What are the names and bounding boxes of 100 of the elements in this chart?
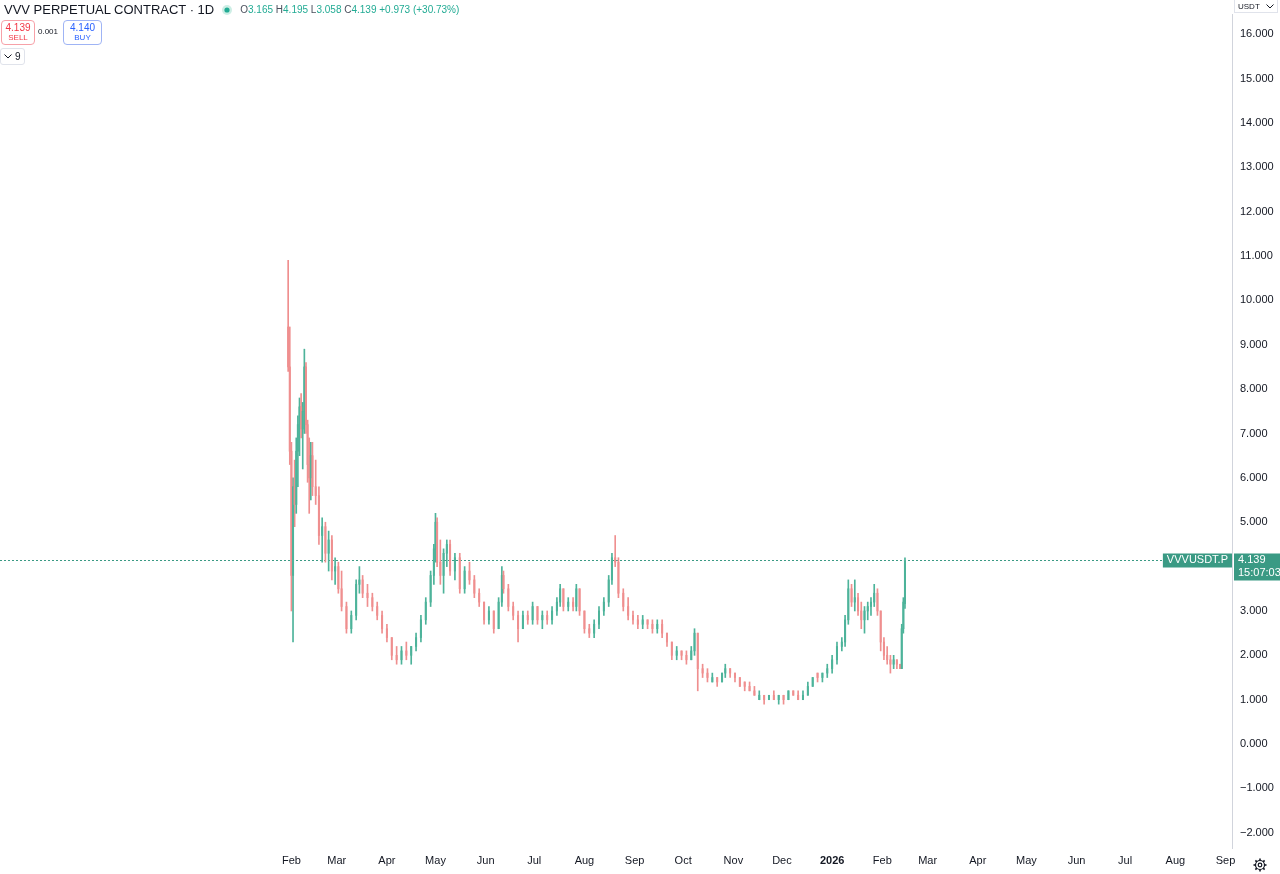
ref-line-label: VVVUSDT.P [1166, 553, 1229, 566]
buy-button: 4.140 BUY [63, 20, 102, 45]
candlestick [853, 579, 856, 612]
x-tick-label: May [1016, 854, 1038, 867]
candlestick [863, 606, 866, 634]
annotation: 4.140 [69, 21, 96, 33]
y-tick-label: 15.000 [1240, 71, 1274, 84]
candlestick [400, 646, 403, 665]
x-tick-label: Mar [327, 854, 347, 867]
y-tick-label: 0.000 [1240, 737, 1268, 750]
candlestick [850, 584, 853, 607]
x-tick-label: Jul [527, 854, 542, 867]
candlestick [753, 686, 756, 696]
x-tick-label: Sep [1215, 854, 1236, 867]
candlestick [424, 597, 427, 625]
x-tick-label: Aug [574, 854, 595, 867]
candlestick [816, 672, 819, 683]
candlestick [546, 610, 549, 625]
candlestick [361, 575, 364, 598]
candlestick [811, 677, 814, 687]
annotation: 4.139 [4, 21, 32, 33]
candlestick [675, 646, 678, 661]
candlestick [376, 601, 379, 621]
sell-button: 4.139 SELL [1, 20, 35, 45]
candlestick [507, 584, 510, 612]
candlestick [777, 694, 780, 705]
candlestick [706, 668, 709, 683]
candlestick [350, 610, 353, 634]
x-tick-label: Jun [476, 854, 495, 867]
candlestick [334, 557, 337, 585]
candlestick [327, 530, 330, 572]
annotation: 0.001 [38, 27, 59, 36]
text: 15:07:03 [1238, 566, 1280, 579]
y-tick-label: −2.000 [1240, 825, 1274, 838]
candlestick [701, 663, 704, 678]
candlestick [892, 655, 895, 669]
candlestick [641, 615, 644, 630]
annotation: BUY [73, 32, 92, 43]
candlestick [782, 694, 785, 705]
candlestick [473, 575, 476, 598]
y-tick-label: 10.000 [1240, 293, 1274, 306]
candlestick [371, 592, 374, 612]
x-tick-label: Nov [723, 854, 744, 867]
text: 4.139 [1238, 553, 1266, 566]
candlestick [390, 637, 393, 661]
annotation: 9 [15, 51, 21, 62]
candlestick [567, 597, 570, 612]
y-tick-label: 11.000 [1240, 249, 1273, 262]
candlestick [787, 690, 790, 701]
candlestick [866, 601, 869, 621]
currency-dropdown: USDT [1234, 0, 1278, 13]
x-tick-label: May [425, 854, 447, 867]
candlestick [575, 584, 578, 612]
y-tick-label: 13.000 [1240, 160, 1274, 173]
x-tick-label: Feb [872, 854, 892, 867]
x-tick-label: 2026 [819, 854, 845, 867]
y-tick-label: 12.000 [1240, 204, 1274, 217]
candlestick [743, 681, 746, 692]
candlestick [345, 601, 348, 634]
y-tick-label: 8.000 [1240, 382, 1268, 395]
x-tick-label: Jun [1067, 854, 1086, 867]
candlestick [541, 610, 544, 630]
y-tick-label: 6.000 [1240, 470, 1268, 483]
y-tick-label: 16.000 [1240, 27, 1274, 40]
candlestick [463, 566, 466, 594]
candlestick [622, 588, 625, 612]
candlestick [492, 610, 495, 634]
candlestick [711, 672, 714, 683]
y-tick-label: 3.000 [1240, 604, 1268, 616]
candlestick [758, 690, 761, 701]
y-tick-label: 1.000 [1240, 692, 1268, 705]
candlestick [324, 521, 327, 563]
candlestick [876, 588, 879, 616]
candlestick [748, 681, 751, 692]
candlestick [512, 601, 515, 621]
candlestick [410, 646, 413, 665]
x-tick-label: Feb [281, 854, 301, 867]
x-tick-label: Sep [624, 854, 645, 867]
x-tick-label: Mar [918, 854, 938, 867]
candlestick [536, 606, 539, 625]
candlestick [656, 619, 659, 634]
candlestick [588, 623, 591, 638]
candlestick [583, 610, 586, 634]
collapse-button: 9 [0, 48, 25, 65]
candlestick [651, 619, 654, 634]
y-tick-label: 14.000 [1240, 115, 1274, 128]
candlestick [321, 517, 324, 563]
y-tick-label: 2.000 [1240, 648, 1268, 661]
candlestick [792, 690, 795, 696]
candlestick [693, 628, 696, 656]
y-tick-label: −1.000 [1240, 781, 1274, 794]
candlestick [478, 588, 481, 607]
y-tick-label: 9.000 [1240, 337, 1268, 350]
candlestick [646, 619, 649, 630]
candlestick [340, 570, 343, 612]
x-tick-label: Apr [969, 854, 987, 867]
annotation: SELL [7, 32, 29, 43]
x-tick-label: Apr [378, 854, 396, 867]
x-tick-label: Oct [674, 854, 692, 867]
x-tick-label: Aug [1165, 854, 1186, 867]
